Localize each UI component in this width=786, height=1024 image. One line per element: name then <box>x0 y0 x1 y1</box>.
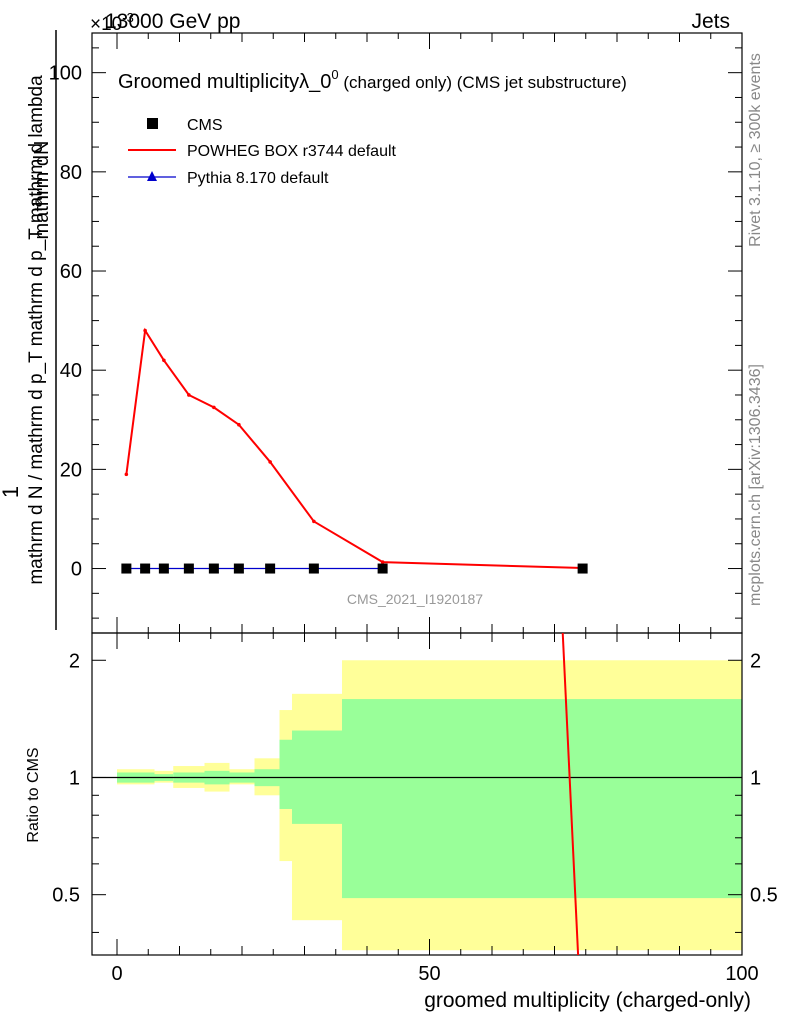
main-y-axis-label: 1 mathrm dN mathrm d N / mathrm d p_T ma… <box>0 30 57 630</box>
legend-label-pythia: Pythia 8.170 default <box>187 170 329 187</box>
inner-band <box>429 699 742 899</box>
ratio-line-powheg <box>561 633 580 955</box>
powheg-point <box>143 328 147 333</box>
inner-band <box>342 699 430 899</box>
powheg-point <box>268 460 272 464</box>
cms-point <box>121 563 132 574</box>
legend-label-powheg: POWHEG BOX r3744 default <box>187 143 397 160</box>
ratio-y-axis-label: Ratio to CMS <box>25 747 42 842</box>
y-tick-label: 0 <box>71 559 82 581</box>
cms-point <box>265 563 276 574</box>
process-label: Jets <box>691 10 730 33</box>
legend-marker-cms <box>147 118 158 129</box>
legend: CMS POWHEG BOX r3744 default Pythia 8.17… <box>128 117 397 187</box>
x-tick-label: 100 <box>725 963 758 985</box>
rivet-version-label: Rivet 3.1.10, ≥ 300k events <box>747 53 764 247</box>
powheg-point <box>212 405 216 410</box>
powheg-point <box>380 560 385 564</box>
analysis-watermark: CMS_2021_I1920187 <box>347 591 483 607</box>
y-tick-label: 40 <box>60 360 82 382</box>
series-line-powheg <box>125 327 583 570</box>
ratio-y-tick-label: 0.5 <box>52 885 80 907</box>
cms-point <box>308 563 319 574</box>
y-tick-label: 80 <box>60 162 82 184</box>
ratio-y-tick-label: 1 <box>69 767 80 789</box>
legend-label-cms: CMS <box>187 117 223 134</box>
ratio-y-tick-label: 2 <box>69 650 80 672</box>
chart-title: Groomed multiplicityλ_00 (charged only) … <box>118 67 627 93</box>
ylabel-numerator: mathrm dN <box>31 141 53 240</box>
ratio-uncertainty-bands <box>117 660 742 951</box>
y-tick-label: 20 <box>60 459 82 481</box>
legend-marker-pythia <box>147 171 157 181</box>
y-tick-label: 60 <box>60 261 82 283</box>
cms-point <box>140 563 151 574</box>
powheg-point <box>237 422 241 427</box>
ratio-panel-series <box>561 633 580 955</box>
mcplots-reference-label: mcplots.cern.ch [arXiv:1306.3436] <box>747 364 764 606</box>
powheg-point <box>187 393 191 397</box>
cms-point <box>208 563 219 574</box>
powheg-point <box>124 472 129 477</box>
cms-point <box>233 563 244 574</box>
ylabel-prefactor: 1 <box>0 486 23 498</box>
cms-point <box>183 563 194 574</box>
ratio-y-tick-label-right: 2 <box>750 650 761 672</box>
ratio-panel-frame <box>91 632 743 956</box>
powheg-point <box>162 358 166 363</box>
top-panel-axes: 0 20 40 60 80 100 <box>49 32 743 634</box>
powheg-point <box>312 519 316 524</box>
ratio-y-tick-label-right: 0.5 <box>750 885 778 907</box>
cms-point <box>158 563 169 574</box>
ratio-panel-axes: 0.5 0.5 1 1 2 2 0 50 100 <box>52 632 778 985</box>
x-tick-label: 0 <box>111 963 122 985</box>
ratio-y-tick-label-right: 1 <box>750 767 761 789</box>
x-axis-label: groomed multiplicity (charged-only) <box>424 989 751 1012</box>
inner-band <box>279 739 292 809</box>
energy-label: 13000 GeV pp <box>105 10 240 33</box>
cms-point <box>577 563 588 574</box>
top-panel-series <box>121 327 588 574</box>
ylabel-denominator: mathrm d N / mathrm d p_T mathrm d p_T m… <box>26 75 47 585</box>
axis-exponent-label: ×10-3 <box>90 10 134 35</box>
x-tick-label: 50 <box>418 963 440 985</box>
y-tick-label: 100 <box>49 63 82 85</box>
cms-point <box>377 563 388 574</box>
